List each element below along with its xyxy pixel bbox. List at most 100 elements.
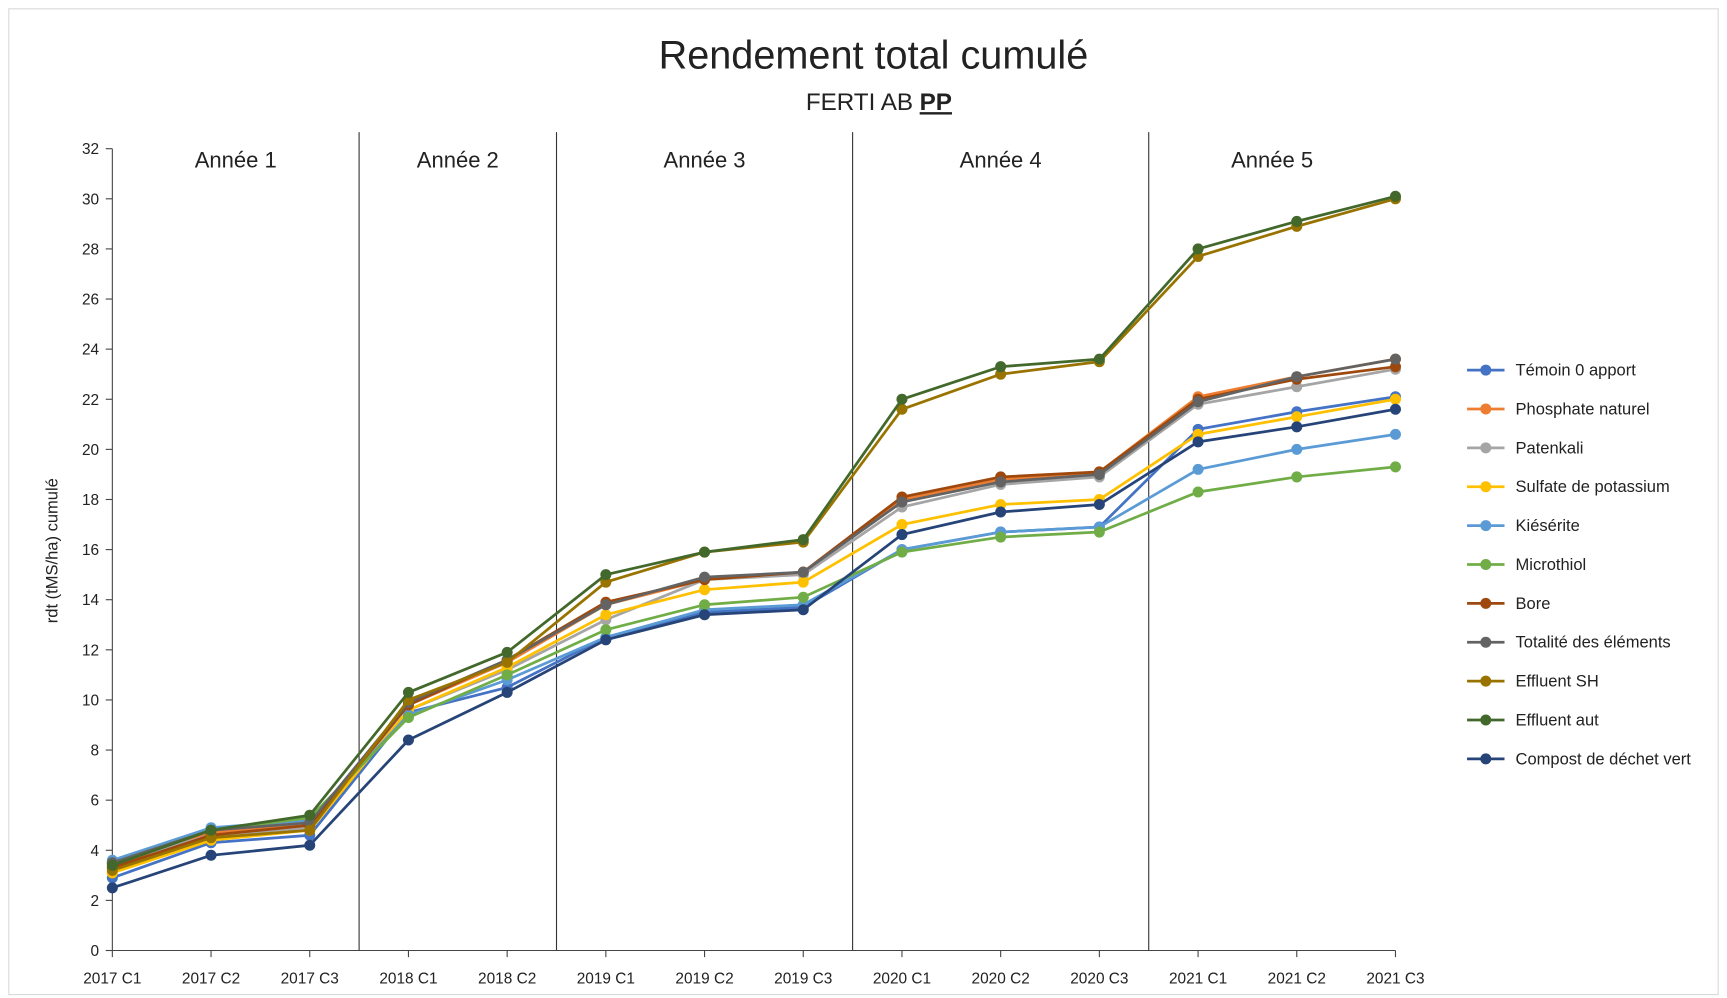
data-point — [501, 669, 513, 681]
legend-label: Effluent SH — [1516, 672, 1599, 691]
x-tick-label: 2021 C1 — [1169, 971, 1227, 988]
data-point — [797, 576, 809, 588]
data-point — [995, 531, 1007, 543]
data-point — [1192, 243, 1204, 255]
data-point — [1192, 486, 1204, 498]
data-point — [402, 734, 414, 746]
data-point — [896, 519, 908, 531]
data-point — [205, 824, 217, 836]
year-label: Année 1 — [195, 147, 277, 172]
chart-subtitle-bold: PP — [920, 89, 952, 116]
legend-marker — [1480, 520, 1492, 532]
y-tick-label: 18 — [82, 492, 99, 509]
data-point — [1291, 371, 1303, 383]
legend-marker — [1480, 364, 1492, 376]
series-line — [111, 465, 1396, 865]
series-line — [111, 357, 1396, 865]
data-point — [600, 599, 612, 611]
data-point — [600, 609, 612, 621]
data-point — [699, 609, 711, 621]
y-tick-label: 24 — [82, 342, 100, 359]
y-tick-label: 10 — [82, 692, 99, 709]
data-point — [304, 824, 316, 836]
y-tick-label: 26 — [82, 292, 99, 309]
x-tick-label: 2021 C3 — [1366, 971, 1424, 988]
data-point — [995, 476, 1007, 488]
legend-marker — [1480, 558, 1492, 570]
data-point — [600, 569, 612, 581]
y-tick-label: 32 — [82, 141, 99, 158]
y-tick-label: 22 — [82, 392, 99, 409]
data-point — [501, 646, 513, 658]
legend-marker — [1480, 636, 1492, 648]
chart-title: Rendement total cumulé — [659, 33, 1089, 77]
y-tick-label: 20 — [82, 442, 99, 459]
y-tick-label: 30 — [82, 191, 99, 208]
year-label: Année 3 — [664, 147, 746, 172]
data-point — [600, 624, 612, 636]
legend-label: Kiésérite — [1516, 516, 1580, 535]
series-line — [111, 407, 1396, 890]
year-label: Année 4 — [960, 147, 1042, 172]
y-tick-label: 16 — [82, 542, 99, 559]
data-point — [1291, 215, 1303, 227]
data-point — [1192, 396, 1204, 408]
legend-marker — [1480, 714, 1492, 726]
chart-border — [8, 8, 1719, 996]
data-point — [797, 534, 809, 546]
data-point — [1389, 428, 1401, 440]
data-point — [1093, 526, 1105, 538]
legend-label: Totalité des éléments — [1516, 633, 1671, 652]
data-point — [1291, 471, 1303, 483]
x-tick-label: 2019 C1 — [577, 971, 635, 988]
data-point — [699, 546, 711, 558]
legend-label: Patenkali — [1516, 438, 1584, 457]
data-point — [1093, 498, 1105, 511]
data-point — [896, 496, 908, 508]
x-tick-label: 2020 C2 — [972, 971, 1030, 988]
data-point — [995, 361, 1007, 373]
y-tick-label: 28 — [82, 241, 99, 258]
data-point — [896, 403, 908, 415]
y-tick-label: 8 — [91, 743, 100, 760]
legend-marker — [1480, 597, 1492, 609]
data-point — [699, 584, 711, 596]
data-point — [797, 591, 809, 603]
legend-label: Sulfate de potassium — [1516, 477, 1670, 496]
data-point — [1192, 463, 1204, 475]
x-tick-label: 2020 C3 — [1070, 971, 1128, 988]
series-line — [111, 432, 1396, 862]
legend-label: Microthiol — [1516, 555, 1587, 574]
legend-marker — [1480, 442, 1492, 454]
legend-marker — [1480, 481, 1492, 493]
legend-label: Compost de déchet vert — [1516, 749, 1692, 768]
data-point — [1093, 353, 1105, 365]
data-point — [797, 566, 809, 578]
data-point — [896, 529, 908, 541]
data-point — [106, 859, 118, 871]
x-tick-label: 2019 C3 — [774, 971, 832, 988]
data-point — [304, 809, 316, 821]
x-tick-label: 2018 C2 — [478, 971, 536, 988]
data-point — [1389, 190, 1401, 202]
y-tick-label: 2 — [91, 893, 100, 910]
data-point — [205, 849, 217, 861]
x-tick-label: 2017 C3 — [281, 971, 339, 988]
x-tick-label: 2018 C1 — [379, 971, 437, 988]
legend-marker — [1480, 753, 1492, 765]
x-tick-label: 2021 C2 — [1268, 971, 1326, 988]
data-point — [501, 686, 513, 698]
y-tick-label: 6 — [91, 793, 100, 810]
data-point — [1389, 461, 1401, 473]
data-point — [1291, 443, 1303, 455]
legend-label: Témoin 0 apport — [1516, 361, 1637, 380]
legend-label: Effluent aut — [1516, 710, 1600, 729]
y-tick-label: 12 — [82, 642, 99, 659]
data-point — [1389, 353, 1401, 365]
y-tick-label: 0 — [91, 943, 100, 960]
chart-subtitle: FERTI AB — [806, 89, 913, 116]
data-point — [1389, 403, 1401, 415]
series-line — [111, 194, 1396, 867]
year-label: Année 5 — [1231, 147, 1313, 172]
